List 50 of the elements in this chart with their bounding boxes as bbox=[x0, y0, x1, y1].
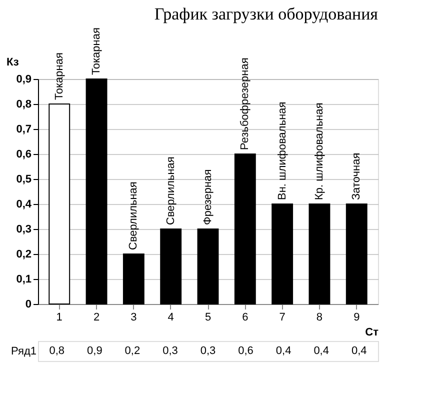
bar bbox=[346, 204, 368, 304]
annotation: Резьбофрезерная bbox=[239, 58, 252, 150]
annotation: Вн. шлифовальная bbox=[276, 102, 288, 200]
bar bbox=[308, 204, 330, 304]
y-axis-title: Кз bbox=[6, 56, 20, 68]
y-tick-label: 0,9 bbox=[16, 74, 32, 86]
y-tick-label: 0,3 bbox=[16, 224, 32, 236]
data-label: 0,4 bbox=[351, 345, 367, 357]
data-label: 0,4 bbox=[276, 345, 292, 357]
annotation: Сверлильная bbox=[128, 182, 140, 250]
x-tick-label: 3 bbox=[130, 312, 137, 324]
bar bbox=[272, 204, 294, 304]
y-tick-label: 0,7 bbox=[16, 124, 32, 136]
bar bbox=[234, 154, 256, 304]
data-label: 0,9 bbox=[87, 345, 102, 357]
annotation: Фрезерная bbox=[202, 169, 214, 225]
annotation: Токарная bbox=[90, 28, 103, 75]
y-tick-label: 0,5 bbox=[16, 174, 32, 186]
annotation: Кр. шлифовальная bbox=[313, 102, 326, 200]
x-tick-label: 9 bbox=[354, 312, 360, 324]
annotation: Сверлильная bbox=[164, 156, 177, 225]
y-tick-label: 0,6 bbox=[16, 148, 32, 160]
y-tick-label: 0 bbox=[25, 298, 32, 310]
text: Ряд1 bbox=[11, 346, 36, 358]
data-label: 0,3 bbox=[200, 345, 216, 357]
y-tick-label: 0,8 bbox=[16, 98, 32, 110]
data-label: 0,2 bbox=[124, 345, 140, 357]
data-label: 0,4 bbox=[314, 345, 329, 357]
x-tick-label: 5 bbox=[204, 312, 212, 324]
data-label: 0,8 bbox=[49, 345, 65, 357]
bar bbox=[86, 78, 108, 304]
x-tick-label: 8 bbox=[316, 312, 323, 324]
annotation: Токарная bbox=[53, 52, 66, 100]
bar bbox=[122, 254, 144, 304]
bar bbox=[197, 228, 219, 304]
bar bbox=[160, 228, 182, 304]
chart-title: График загрузки оборудования bbox=[154, 4, 378, 24]
y-tick-label: 0,4 bbox=[16, 198, 32, 210]
bar bbox=[48, 104, 70, 304]
data-label: 0,6 bbox=[238, 345, 254, 357]
y-tick-label: 0,2 bbox=[16, 248, 32, 260]
x-tick-label: 2 bbox=[93, 312, 100, 324]
x-tick-label: 1 bbox=[56, 312, 62, 324]
x-axis-title: Ст bbox=[365, 326, 380, 338]
data-label: 0,3 bbox=[162, 345, 178, 357]
x-tick-label: 6 bbox=[242, 312, 248, 324]
annotation: Заточная bbox=[350, 152, 363, 200]
y-tick-label: 0,1 bbox=[16, 274, 32, 286]
x-tick-label: 4 bbox=[168, 312, 174, 324]
x-tick-label: 7 bbox=[279, 312, 286, 324]
